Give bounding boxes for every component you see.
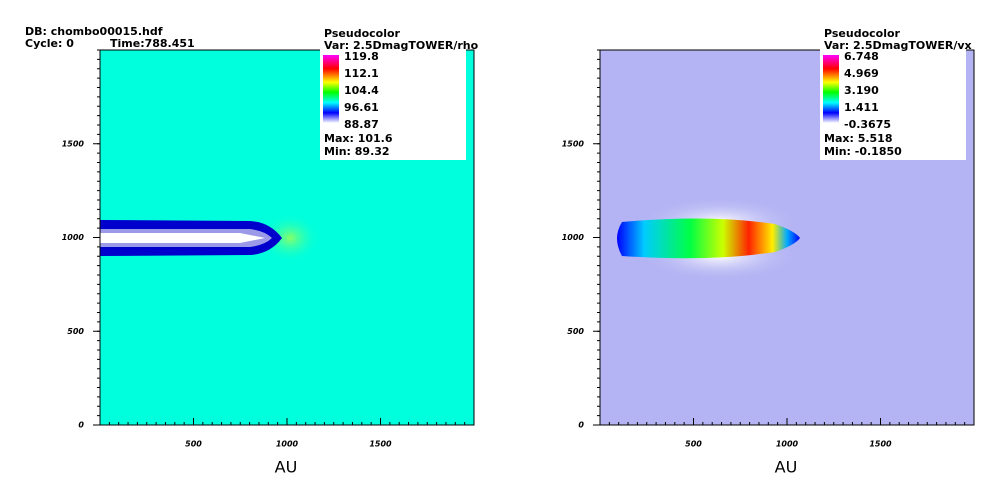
x-tick-label: 1000 [276,440,299,449]
legend-box [320,28,466,160]
cycle-label: Cycle: 0 [25,37,74,50]
legend-box [820,28,966,160]
legend-max: Max: 5.518 [824,132,893,145]
x-tick-label: 1000 [776,440,799,449]
colorbar [323,55,339,123]
time-label: Time:788.451 [110,37,195,50]
legend-title: Pseudocolor [324,27,401,40]
x-axis-label: AU [275,458,298,477]
legend-level: 119.8 [344,50,379,63]
y-tick-label: 0 [578,421,584,430]
legend-min: Min: 89.32 [324,145,390,158]
legend-level: 1.411 [844,101,879,114]
legend-level: 88.87 [344,118,379,131]
legend-min: Min: -0.1850 [824,145,902,158]
y-tick-label: 1000 [62,233,85,242]
jet-core [100,233,265,243]
legend-level: 4.969 [844,67,879,80]
halo [260,213,320,263]
y-tick-label: 500 [67,327,84,336]
legend-var: Var: 2.5DmagTOWER/rho [324,39,479,52]
colorbar [823,55,839,123]
x-tick-label: 500 [185,440,202,449]
x-tick-label: 1500 [369,440,392,449]
legend-level: 6.748 [844,50,879,63]
legend-level: 3.190 [844,84,879,97]
y-tick-label: 1000 [562,233,585,242]
y-tick-label: 1500 [562,139,585,148]
legend-level: 96.61 [344,101,379,114]
x-axis-label: AU [775,458,798,477]
legend-title: Pseudocolor [824,27,901,40]
db-label: DB: chombo00015.hdf [25,25,163,38]
x-tick-label: 1500 [869,440,892,449]
y-tick-label: 1500 [62,139,85,148]
y-tick-label: 500 [567,327,584,336]
y-tick-label: 0 [78,421,84,430]
legend-max: Max: 101.6 [324,132,393,145]
legend-level: 112.1 [344,67,379,80]
legend-level: 104.4 [344,84,379,97]
x-tick-label: 500 [685,440,702,449]
legend-var: Var: 2.5DmagTOWER/vx [824,39,972,52]
jet [617,218,800,259]
legend-level: -0.3675 [844,118,891,131]
